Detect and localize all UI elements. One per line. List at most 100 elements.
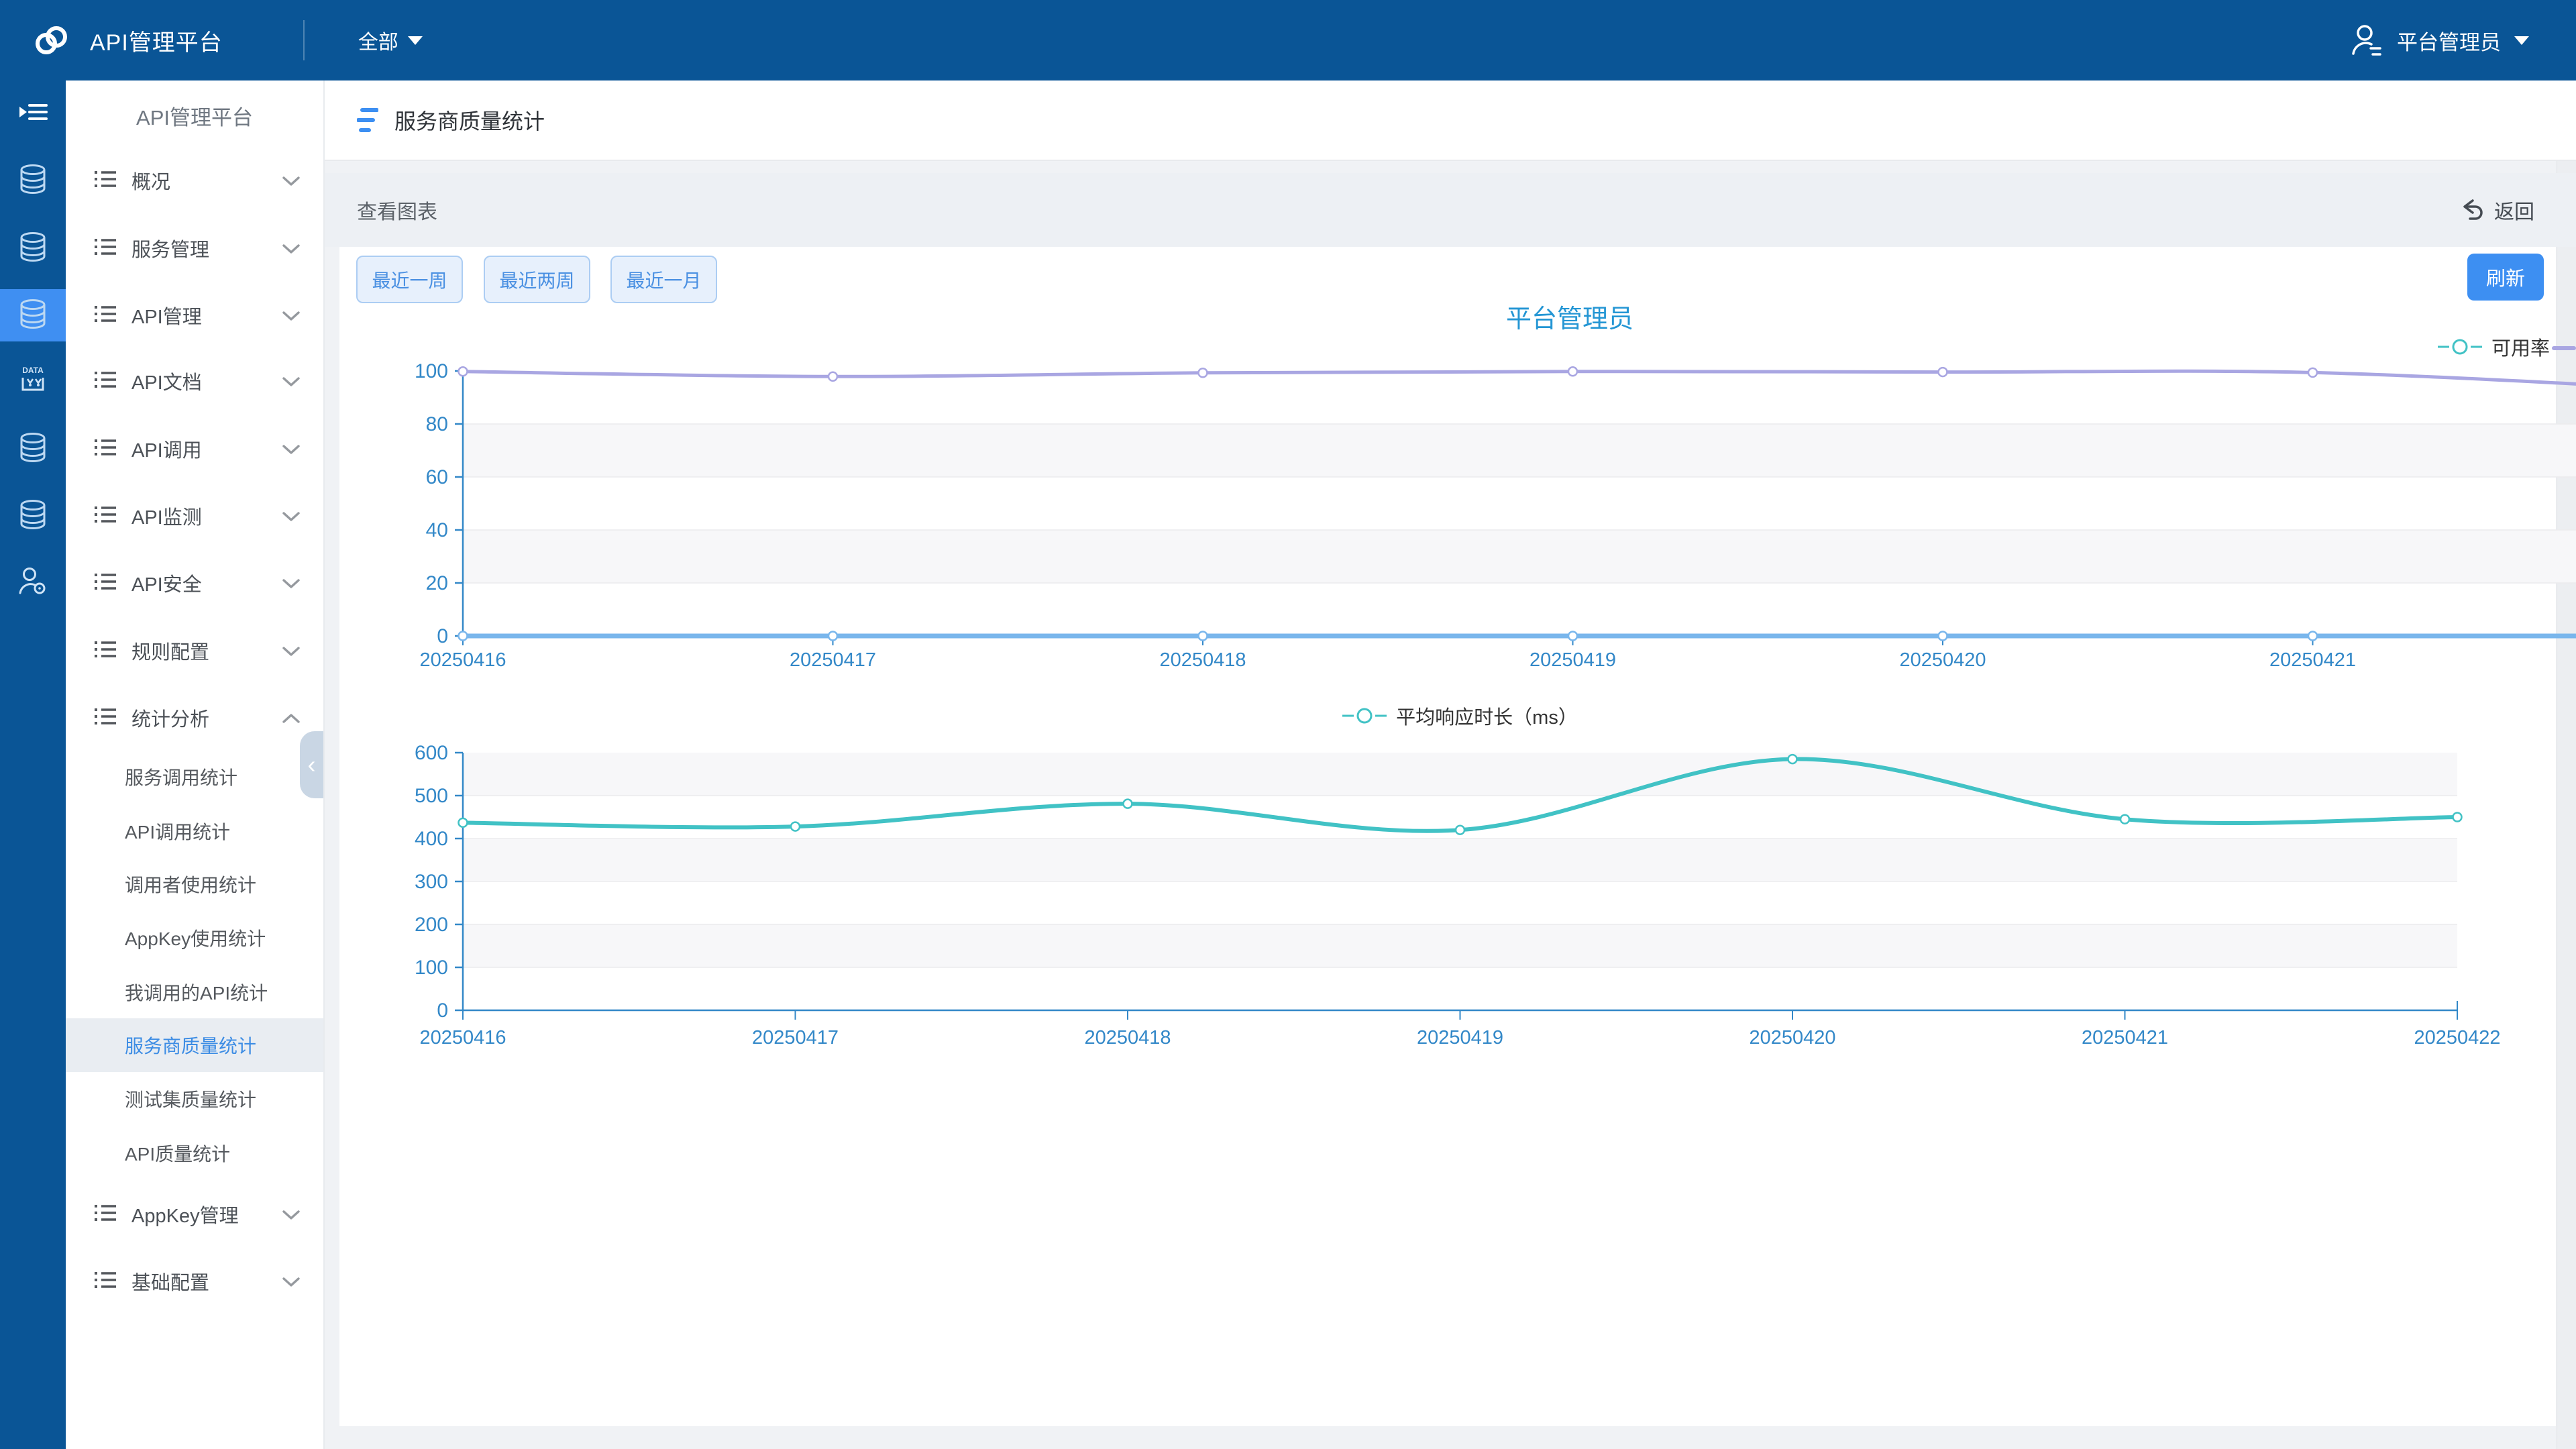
scrollbar-track[interactable] bbox=[2557, 80, 2576, 1449]
svg-text:20250417: 20250417 bbox=[752, 1027, 839, 1049]
chevron-down-icon bbox=[282, 1277, 301, 1291]
svg-text:0: 0 bbox=[437, 1000, 448, 1022]
database-icon bbox=[17, 164, 48, 198]
sidebar-subitem-label: 服务调用统计 bbox=[125, 763, 237, 790]
scope-label: 全部 bbox=[358, 25, 398, 55]
svg-text:0: 0 bbox=[437, 625, 448, 647]
svg-text:20250418: 20250418 bbox=[1084, 1027, 1171, 1049]
sidebar-item-label: AppKey管理 bbox=[131, 1200, 239, 1228]
main-area: 服务商质量统计 查看图表 返回 最近一周 最近两周 最近一月 刷新 平台管理员 bbox=[325, 80, 2576, 1449]
sidebar-subitem-我调用的API统计[interactable]: 我调用的API统计 bbox=[66, 965, 323, 1019]
rail-item-data-import[interactable]: DATA bbox=[0, 355, 66, 407]
rail-item-user-settings[interactable] bbox=[0, 557, 66, 609]
legend-label: 可用率 bbox=[2491, 333, 2550, 361]
sidebar-item-概况[interactable]: 概况 bbox=[66, 147, 323, 214]
list-icon bbox=[94, 1203, 117, 1226]
svg-text:20250419: 20250419 bbox=[1417, 1027, 1503, 1049]
toolbar-label: 查看图表 bbox=[357, 195, 437, 225]
svg-text:200: 200 bbox=[415, 914, 448, 936]
svg-text:DATA: DATA bbox=[22, 366, 44, 375]
back-label: 返回 bbox=[2494, 195, 2534, 225]
back-button[interactable]: 返回 bbox=[2459, 195, 2534, 225]
brand-logo-icon bbox=[32, 21, 71, 60]
user-menu[interactable]: 平台管理员 bbox=[2349, 23, 2529, 58]
icon-rail: DATA bbox=[0, 80, 66, 1449]
sidebar-subitem-label: 服务商质量统计 bbox=[125, 1032, 256, 1059]
svg-text:20: 20 bbox=[426, 572, 448, 594]
list-icon bbox=[94, 237, 117, 260]
svg-text:300: 300 bbox=[415, 871, 448, 893]
sidebar-item-统计分析[interactable]: 统计分析 bbox=[66, 684, 323, 751]
rail-item-database[interactable] bbox=[0, 154, 66, 207]
sidebar-subitem-API质量统计[interactable]: API质量统计 bbox=[66, 1126, 323, 1180]
sidebar-item-API安全[interactable]: API安全 bbox=[66, 549, 323, 616]
rail-item-database[interactable] bbox=[0, 423, 66, 475]
scope-dropdown[interactable]: 全部 bbox=[358, 25, 423, 55]
sidebar-subitem-测试集质量统计[interactable]: 测试集质量统计 bbox=[66, 1072, 323, 1126]
sidebar-subitem-调用者使用统计[interactable]: 调用者使用统计 bbox=[66, 857, 323, 911]
sidebar-item-label: API管理 bbox=[131, 301, 202, 329]
list-icon bbox=[94, 504, 117, 528]
range-button-twoweeks[interactable]: 最近两周 bbox=[484, 256, 590, 303]
rail-item-database[interactable] bbox=[0, 289, 66, 341]
svg-text:20250419: 20250419 bbox=[1529, 649, 1616, 671]
sidebar-item-API文档[interactable]: API文档 bbox=[66, 347, 323, 415]
chevron-down-icon bbox=[282, 511, 301, 525]
list-icon bbox=[94, 706, 117, 730]
chevron-down-icon bbox=[2514, 36, 2529, 45]
user-settings-icon bbox=[17, 566, 48, 600]
sidebar-item-AppKey管理[interactable]: AppKey管理 bbox=[66, 1181, 323, 1248]
rail-item-database[interactable] bbox=[0, 490, 66, 542]
svg-text:20250420: 20250420 bbox=[1749, 1027, 1835, 1049]
chevron-down-icon bbox=[282, 376, 301, 390]
range-button-week[interactable]: 最近一周 bbox=[356, 256, 463, 303]
chevron-down-icon bbox=[282, 444, 301, 458]
chart1-title: 平台管理员 bbox=[463, 298, 2576, 335]
sidebar-item-API监测[interactable]: API监测 bbox=[66, 482, 323, 549]
chevron-down-icon bbox=[282, 646, 301, 660]
sidebar-item-服务管理[interactable]: 服务管理 bbox=[66, 215, 323, 282]
sidebar-item-label: API调用 bbox=[131, 435, 202, 463]
svg-text:40: 40 bbox=[426, 519, 448, 541]
top-navbar: API管理平台 全部 平台管理员 bbox=[0, 0, 2576, 80]
list-icon bbox=[94, 1270, 117, 1293]
database-icon bbox=[17, 299, 48, 333]
rail-item-menu-toggle[interactable] bbox=[0, 87, 66, 140]
svg-text:400: 400 bbox=[415, 828, 448, 850]
sidebar-subitem-label: API质量统计 bbox=[125, 1140, 230, 1167]
chevron-up-icon bbox=[282, 713, 301, 727]
svg-text:20250421: 20250421 bbox=[2269, 649, 2356, 671]
svg-text:500: 500 bbox=[415, 785, 448, 807]
refresh-button[interactable]: 刷新 bbox=[2467, 254, 2544, 301]
sidebar-subitem-AppKey使用统计[interactable]: AppKey使用统计 bbox=[66, 911, 323, 965]
chart1-legend-item[interactable]: 可用率 bbox=[2438, 333, 2550, 361]
svg-text:20250421: 20250421 bbox=[2082, 1027, 2168, 1049]
chart2-legend-item[interactable]: 平均响应时长（ms） bbox=[463, 702, 2457, 730]
range-button-month[interactable]: 最近一月 bbox=[610, 256, 717, 303]
user-name: 平台管理员 bbox=[2397, 25, 2501, 56]
svg-text:20250416: 20250416 bbox=[419, 1027, 506, 1049]
sidebar-subitem-API调用统计[interactable]: API调用统计 bbox=[66, 804, 323, 858]
sidebar-item-label: API安全 bbox=[131, 569, 202, 597]
list-icon bbox=[94, 437, 117, 461]
menu-toggle-icon bbox=[17, 100, 48, 127]
rail-item-database[interactable] bbox=[0, 222, 66, 274]
sidebar-item-label: 服务管理 bbox=[131, 234, 209, 262]
sidebar-item-基础配置[interactable]: 基础配置 bbox=[66, 1248, 323, 1315]
sidebar-item-规则配置[interactable]: 规则配置 bbox=[66, 617, 323, 684]
sidebar-item-label: API监测 bbox=[131, 502, 202, 530]
list-icon bbox=[94, 169, 117, 193]
sidebar-item-API管理[interactable]: API管理 bbox=[66, 282, 323, 349]
sidebar-subitem-服务商质量统计[interactable]: 服务商质量统计 bbox=[66, 1018, 323, 1072]
svg-text:20250417: 20250417 bbox=[790, 649, 876, 671]
chevron-down-icon bbox=[282, 176, 301, 190]
chevron-down-icon bbox=[282, 1210, 301, 1224]
legend-marker-icon bbox=[1342, 707, 1387, 724]
brand-title: API管理平台 bbox=[90, 24, 223, 57]
sidebar-item-label: API文档 bbox=[131, 367, 202, 395]
charts-canvas: 0204060801002025041620250417202504182025… bbox=[339, 247, 2576, 1426]
sidebar-subitem-服务调用统计[interactable]: 服务调用统计 bbox=[66, 750, 323, 804]
sidebar-item-API调用[interactable]: API调用 bbox=[66, 415, 323, 482]
svg-text:20250416: 20250416 bbox=[419, 649, 506, 671]
svg-text:20250422: 20250422 bbox=[2414, 1027, 2500, 1049]
